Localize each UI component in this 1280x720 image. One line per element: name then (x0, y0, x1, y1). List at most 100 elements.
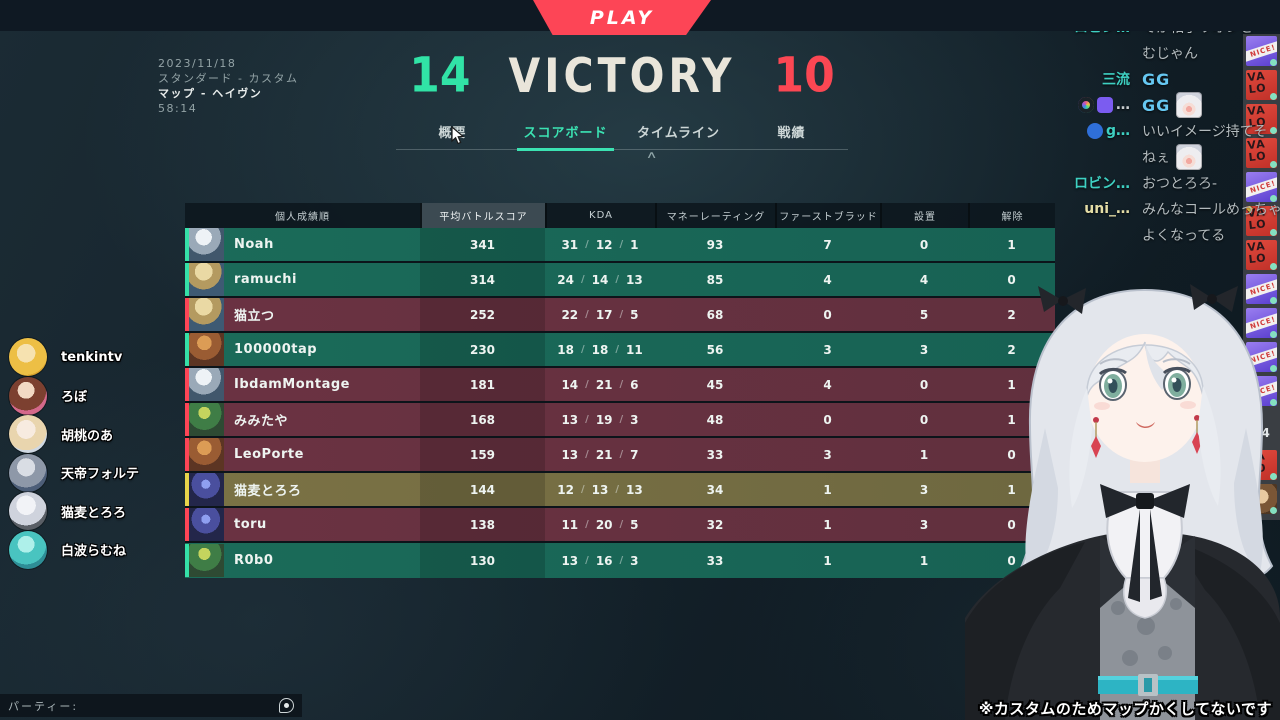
col-header-econ[interactable]: マネーレーティング (655, 203, 775, 228)
sticker-tile: VALO (1246, 138, 1277, 168)
mouse-cursor (451, 126, 465, 145)
party-input[interactable]: パーティー: (0, 694, 302, 717)
kda-cell: 18/18/11 (557, 342, 643, 357)
col-header-kda[interactable]: KDA (545, 203, 655, 228)
table-row: みみたや 168 13/19/3 48 0 0 1 (185, 403, 1055, 438)
defuses: 0 (1007, 272, 1016, 287)
kda-cell: 13/21/7 (561, 447, 639, 462)
team-color-strip (185, 333, 189, 366)
team-color-strip (185, 508, 189, 541)
chat-message: 三流 GG (1034, 69, 1240, 89)
team-color-strip (185, 438, 189, 471)
play-label: PLAY (589, 6, 655, 29)
sticker-text: VALO (1246, 138, 1268, 165)
defuses: 0 (1007, 553, 1016, 568)
chat-badge-icon (1097, 97, 1113, 113)
avg-combat-score: 130 (420, 543, 545, 578)
col-header-acs[interactable]: 平均バトルスコア (420, 203, 545, 228)
list-item: 天帝フォルテ (9, 453, 139, 493)
agent-portrait (189, 298, 224, 331)
player-name: LeoPorte (234, 447, 304, 462)
team-color-strip (185, 298, 189, 331)
col-header-sort[interactable]: 個人成績順 (275, 212, 330, 223)
econ-rating: 33 (706, 447, 724, 462)
tab[interactable]: スコアボード (509, 116, 622, 151)
player-name: toru (234, 517, 267, 532)
scoreboard-rows: Noah 341 31/12/1 93 7 0 1 ramuc (185, 228, 1055, 578)
avatar (9, 415, 47, 454)
plants: 3 (919, 482, 929, 497)
avg-combat-score: 144 (420, 473, 545, 506)
sticker-text: NICE! (1246, 175, 1277, 199)
chat-author: ロビン… (1074, 176, 1130, 192)
table-row: LeoPorte 159 13/21/7 33 3 1 0 (185, 438, 1055, 473)
sticker-tile: NICE! (1246, 36, 1277, 66)
tab[interactable]: タイムライン (636, 126, 721, 141)
chat-text: GG (1142, 69, 1171, 89)
final-score: 14 VICTORY 10 (0, 47, 1244, 104)
list-item: tenkintv (9, 338, 139, 377)
sticker-tile: VALO (1246, 240, 1277, 270)
play-button[interactable]: PLAY (533, 0, 711, 35)
kda-cell: 22/17/5 (561, 307, 639, 322)
player-name: R0b0 (234, 553, 274, 568)
avatar (9, 453, 47, 492)
plants: 1 (919, 447, 929, 462)
sticker-tile: NICE! (1246, 342, 1277, 372)
team-color-strip (185, 228, 189, 261)
first-bloods: 7 (823, 237, 832, 252)
avg-combat-score: 230 (420, 333, 545, 366)
enemy-score: 10 (773, 47, 835, 104)
player-name: みみたや (234, 414, 289, 429)
tab[interactable]: 戦績 (777, 126, 806, 141)
plants: 5 (919, 307, 929, 322)
sticker-text: NICE! (1246, 39, 1277, 63)
scoreboard: 個人成績順 平均バトルスコア KDA マネーレーティング ファーストブラッド 設… (185, 203, 1055, 578)
sticker-text: NICE! (1246, 345, 1277, 369)
stream-party-list: tenkintv ろぼ 胡桃のあ 天帝フォルテ 猫麦とろろ (9, 338, 139, 569)
team-color-strip (185, 263, 189, 296)
chat-overlay: 後3連勝や ロビン… てか相手リオンさ むじゃん (1034, 0, 1280, 251)
kda-cell: 14/21/6 (561, 377, 639, 392)
avg-combat-score: 181 (420, 368, 545, 401)
col-header-plants[interactable]: 設置 (880, 203, 968, 228)
table-row: IbdamMontage 181 14/21/6 45 4 0 1 (185, 368, 1055, 403)
team-color-strip (185, 544, 189, 577)
sticker-tile: NICE! (1246, 308, 1277, 338)
kda-cell: 12/13/13 (557, 482, 643, 497)
plants: 3 (919, 517, 929, 532)
kda-cell: 13/16/3 (561, 553, 639, 568)
table-row: Noah 341 31/12/1 93 7 0 1 (185, 228, 1055, 263)
first-bloods: 3 (823, 342, 832, 357)
ribbon-bow (1100, 484, 1190, 602)
col-header-defuses[interactable]: 解除 (968, 203, 1055, 228)
table-row: 猫立つ 252 22/17/5 68 0 5 2 (185, 298, 1055, 333)
econ-rating: 85 (706, 272, 724, 287)
player-name: Noah (234, 237, 274, 252)
stream-notice-text: ※カスタムのためマップかくしてないです (978, 700, 1272, 718)
agent-portrait (189, 508, 224, 541)
first-bloods: 0 (823, 412, 832, 427)
sticker-tile: VALO (1246, 70, 1277, 100)
avg-combat-score: 138 (420, 508, 545, 541)
plants: 0 (919, 237, 929, 252)
sticker-count: 14 (1253, 426, 1270, 440)
plants: 0 (919, 412, 929, 427)
kda-cell: 13/19/3 (561, 412, 639, 427)
defuses: 2 (1007, 307, 1016, 322)
sticker-rail: NICE! VALO VALO VALO NICE! (1243, 34, 1280, 520)
avg-combat-score: 168 (420, 403, 545, 436)
defuses: 1 (1007, 377, 1016, 392)
chat-face-emote-icon (1176, 144, 1202, 170)
kda-cell: 11/20/5 (561, 517, 639, 532)
agent-portrait (189, 438, 224, 471)
party-member-name: tenkintv (61, 349, 123, 365)
party-open-icon[interactable] (279, 698, 294, 713)
chat-author: … (1116, 97, 1130, 113)
party-member-name: ろぼ (61, 390, 88, 406)
chat-message: g… いいイメージ持てそ (1034, 121, 1267, 141)
econ-rating: 68 (706, 307, 724, 322)
agent-portrait (189, 263, 224, 296)
col-header-firstblood[interactable]: ファーストブラッド (775, 203, 880, 228)
